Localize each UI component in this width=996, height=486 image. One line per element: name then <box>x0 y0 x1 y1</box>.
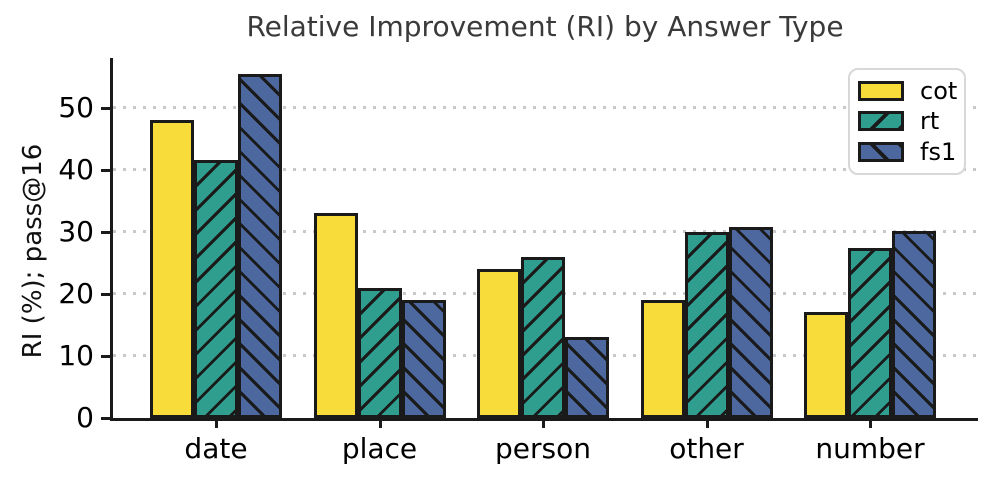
y-tick-label-0: 0 <box>76 401 94 434</box>
y-tick-mark-30 <box>101 230 110 234</box>
y-tick-mark-50 <box>101 106 110 110</box>
bar-cot-other <box>640 300 685 418</box>
bar-fs1-number <box>892 231 936 418</box>
bar-cot-place <box>313 213 358 418</box>
legend-swatch-fs1 <box>858 141 904 162</box>
y-tick-mark-40 <box>101 168 110 172</box>
bar-cot-number <box>804 312 848 418</box>
x-tick-label-other: other <box>669 432 744 465</box>
x-tick-label-number: number <box>815 432 925 465</box>
y-tick-label-40: 40 <box>58 152 94 186</box>
bar-rt-number <box>848 247 892 418</box>
legend-swatch-rt <box>858 111 904 132</box>
legend-swatch-cot <box>858 81 904 102</box>
x-tick-mark-date <box>215 419 218 428</box>
y-tick-label-20: 20 <box>58 276 94 310</box>
legend-item-cot: cot <box>858 77 958 106</box>
legend-label-fs1: fs1 <box>920 137 957 166</box>
y-tick-mark-0 <box>101 417 110 420</box>
legend-label-cot: cot <box>920 77 958 106</box>
bar-fs1-date <box>238 73 282 418</box>
bar-fs1-place <box>401 300 446 418</box>
bar-cot-person <box>477 269 521 418</box>
legend-label-rt: rt <box>920 107 940 136</box>
legend: cot rt fs1 <box>848 68 966 175</box>
bar-rt-place <box>357 287 402 418</box>
x-tick-label-date: date <box>184 432 248 465</box>
y-tick-label-50: 50 <box>58 90 94 124</box>
y-tick-mark-20 <box>101 292 110 296</box>
y-tick-label-10: 10 <box>58 338 94 372</box>
x-tick-label-place: place <box>341 432 418 465</box>
bar-rt-other <box>684 232 729 418</box>
x-tick-label-person: person <box>495 432 591 465</box>
bar-fs1-other <box>728 227 773 418</box>
bar-rt-date <box>194 160 238 418</box>
bar-cot-date <box>150 120 194 418</box>
gridline-30 <box>113 229 978 233</box>
bar-rt-person <box>521 256 565 418</box>
gridline-50 <box>113 105 978 109</box>
legend-item-rt: rt <box>858 109 956 133</box>
y-tick-mark-10 <box>101 354 110 358</box>
x-tick-mark-place <box>378 419 382 428</box>
plot-area <box>110 58 978 421</box>
legend-item-fs1: fs1 <box>858 140 956 164</box>
gridline-40 <box>113 167 978 171</box>
bar-fs1-person <box>565 337 609 418</box>
x-tick-mark-person <box>542 419 545 428</box>
x-tick-mark-other <box>705 419 709 428</box>
x-tick-mark-number <box>869 419 872 428</box>
y-tick-label-30: 30 <box>58 214 94 248</box>
chart-title: Relative Improvement (RI) by Answer Type <box>246 10 844 43</box>
